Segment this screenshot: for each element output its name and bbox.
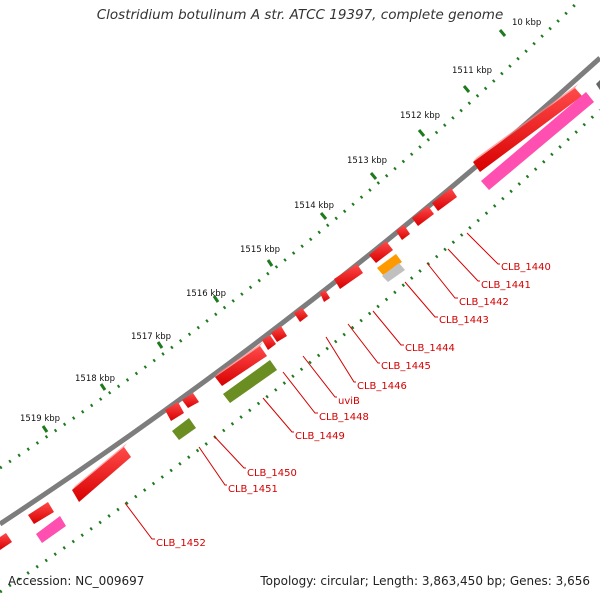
ruler-ticks — [41, 29, 507, 433]
gene-label: CLB_1452 — [156, 538, 206, 549]
gene-cds — [165, 402, 184, 421]
gene-rrna — [481, 92, 594, 190]
gene-misc — [382, 263, 405, 282]
gene-cds — [215, 346, 267, 386]
gene-label: CLB_1440 — [501, 262, 551, 273]
forward-genes — [0, 88, 582, 550]
ruler-label: 1519 kbp — [20, 414, 60, 424]
ruler-label: 1511 kbp — [452, 66, 492, 76]
gene-label: CLB_1450 — [247, 468, 297, 479]
gene-rrna — [36, 516, 66, 543]
ruler-label: 1513 kbp — [347, 156, 387, 166]
gene-label: CLB_1448 — [319, 412, 369, 423]
topology-text: Topology: circular; Length: 3,863,450 bp… — [260, 574, 590, 588]
gene-cds — [0, 533, 12, 550]
gene-cds — [473, 88, 582, 172]
gene-cds — [72, 447, 131, 502]
gene-cds — [182, 393, 199, 408]
inner-dotted-arc — [0, 108, 600, 594]
gene-cds — [294, 308, 308, 322]
gene-label: CLB_1446 — [357, 381, 407, 392]
gene-label: CLB_1441 — [481, 280, 531, 291]
gene-highlights — [72, 84, 578, 490]
gene-cds — [271, 326, 287, 342]
gene-rrna — [596, 80, 600, 90]
ruler-label: 1518 kbp — [75, 374, 115, 384]
gene-cds — [320, 290, 330, 302]
ruler-label: 10 kbp — [512, 18, 541, 28]
gene-label: CLB_1451 — [228, 484, 278, 495]
map-title: Clostridium botulinum A str. ATCC 19397,… — [96, 7, 504, 23]
ruler-label: 1516 kbp — [186, 289, 226, 299]
gene-cds — [334, 264, 363, 289]
gene-label: uviB — [338, 396, 360, 407]
gene-trna — [377, 254, 402, 275]
ruler-label: 1517 kbp — [131, 332, 171, 342]
genome-backbone — [0, 56, 600, 527]
outer-dotted-arc — [0, 0, 582, 470]
gene-cds — [396, 225, 410, 240]
accession-text: Accession: NC_009697 — [8, 574, 145, 588]
label-leader-lines — [124, 232, 500, 540]
gene-cds — [262, 335, 276, 350]
gene-label: CLB_1445 — [381, 361, 431, 372]
gene-cds — [412, 206, 434, 226]
gene-label: CLB_1442 — [459, 297, 509, 308]
gene-cds — [432, 188, 457, 211]
gene-label: CLB_1444 — [405, 343, 455, 354]
ruler-label: 1515 kbp — [240, 245, 280, 255]
gene-label: CLB_1449 — [295, 431, 345, 442]
gene-misc — [223, 360, 277, 403]
ruler-label: 1514 kbp — [294, 201, 334, 211]
gene-misc — [172, 418, 196, 440]
gene-label: CLB_1443 — [439, 315, 489, 326]
gene-cds — [28, 502, 54, 524]
ruler-label: 1512 kbp — [400, 111, 440, 121]
gene-cds — [369, 241, 393, 263]
